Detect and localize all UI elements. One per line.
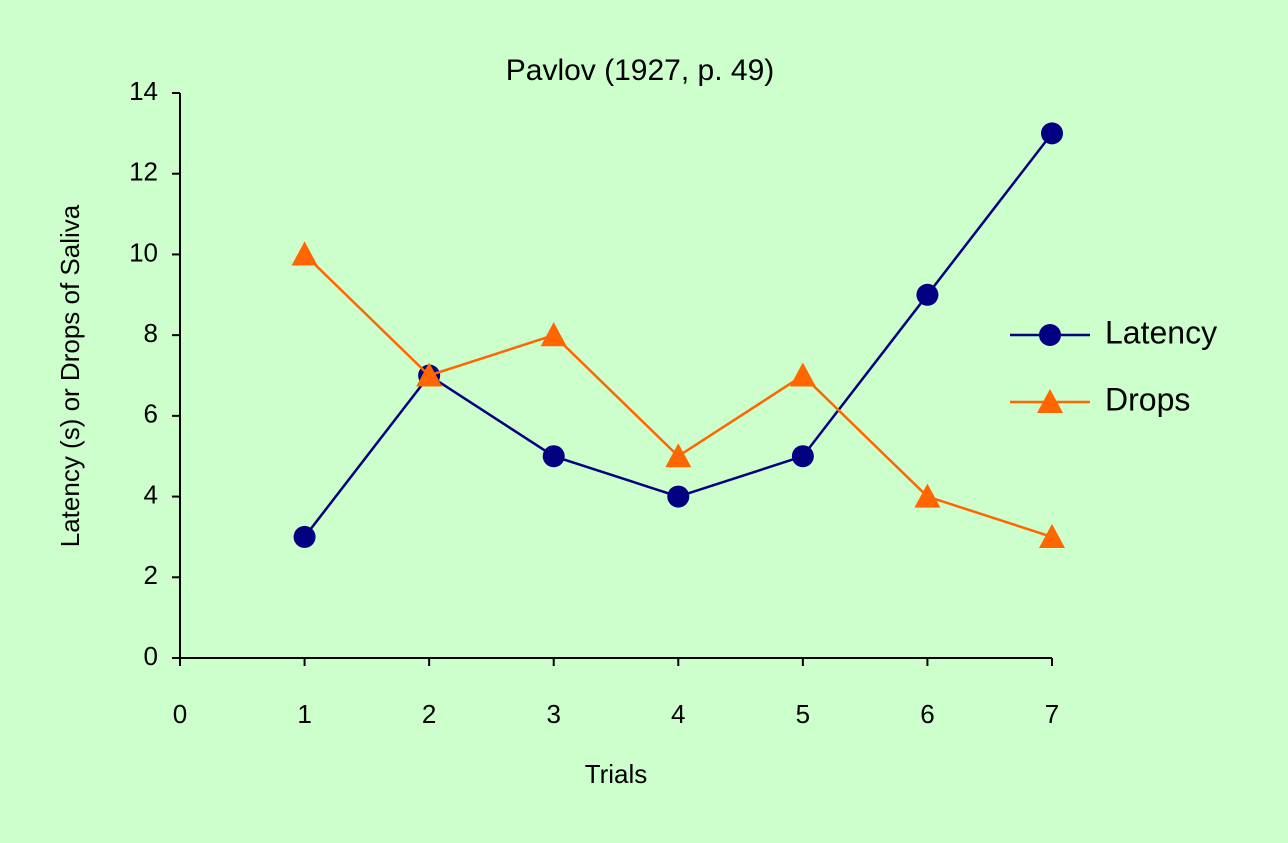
x-tick-label: 5: [796, 699, 810, 729]
x-tick-label: 1: [297, 699, 311, 729]
data-point: [1041, 122, 1063, 145]
data-point: [542, 445, 565, 468]
y-tick-label: 0: [144, 641, 158, 671]
x-tick-label: 4: [671, 699, 685, 729]
chart-title: Pavlov (1927, p. 49): [506, 54, 775, 87]
data-point: [293, 525, 316, 548]
x-tick-label: 3: [546, 699, 560, 729]
y-tick-label: 10: [129, 237, 158, 267]
legend-label: Latency: [1105, 314, 1217, 350]
data-point: [1039, 523, 1065, 548]
y-tick-label: 12: [129, 157, 158, 187]
data-point: [916, 283, 939, 306]
data-point: [791, 445, 814, 468]
data-point: [789, 362, 816, 387]
data-point: [416, 362, 443, 387]
y-tick-label: 2: [144, 560, 158, 590]
y-tick-label: 8: [144, 318, 158, 348]
data-point: [665, 443, 692, 468]
y-tick-label: 6: [144, 399, 158, 429]
x-axis-label: Trials: [585, 759, 648, 789]
legend-marker: [1037, 389, 1063, 414]
data-point: [914, 483, 941, 508]
x-tick-label: 0: [173, 699, 187, 729]
y-tick-label: 14: [129, 76, 158, 106]
y-axis-label: Latency (s) or Drops of Saliva: [55, 204, 85, 547]
data-point: [291, 241, 318, 266]
data-point: [540, 322, 567, 347]
data-point: [667, 485, 690, 508]
legend-label: Drops: [1105, 381, 1190, 417]
x-tick-label: 6: [920, 699, 934, 729]
x-tick-label: 7: [1045, 699, 1059, 729]
legend-marker: [1039, 324, 1061, 346]
y-tick-label: 4: [144, 479, 158, 509]
x-tick-label: 2: [422, 699, 436, 729]
